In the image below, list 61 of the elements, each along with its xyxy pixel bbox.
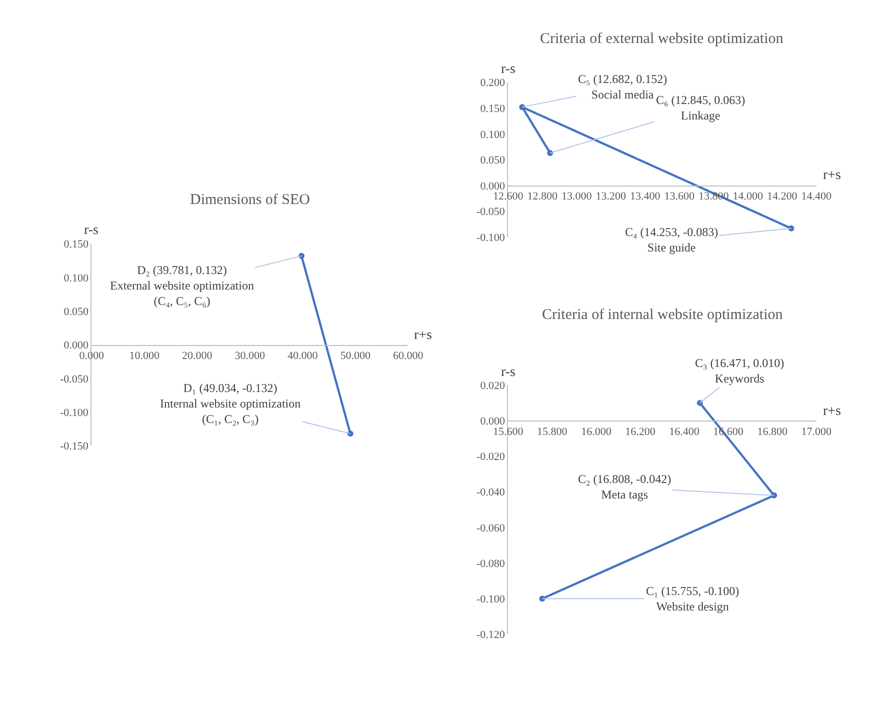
x-tick-label: 40.000 (288, 350, 318, 362)
x-tick-label: 15.800 (537, 426, 568, 438)
x-tick-label: 30.000 (234, 350, 266, 362)
x-tick-label: 13.200 (596, 190, 627, 203)
x-tick-label: 14.400 (801, 190, 832, 203)
y-tick-label: 0.050 (64, 306, 89, 318)
y-tick-label: 0.000 (64, 340, 89, 352)
y-tick-label: 0.100 (64, 272, 89, 284)
y-tick-label: -0.100 (476, 593, 506, 606)
y-axis-title: r-s (501, 62, 516, 77)
y-tick-label: -0.120 (476, 629, 506, 642)
annotation: C₄ (14.253, -0.083) Site guide (625, 225, 718, 255)
annotation: C₁ (15.755, -0.100) Website design (646, 584, 740, 614)
x-tick-label: 16.200 (625, 426, 656, 438)
y-axis-title: r-s (84, 223, 98, 238)
x-tick-label: 0.000 (79, 350, 105, 362)
x-tick-label: 13.400 (630, 190, 661, 203)
annotation: D₁ (49.034, -0.132) Internal website optimization (C₁, C₂, C₃) (160, 381, 301, 426)
y-tick-label: -0.100 (60, 406, 89, 419)
y-tick-label: 0.020 (480, 380, 506, 392)
x-tick-label: 17.000 (801, 426, 832, 438)
x-tick-label: 12.600 (493, 190, 524, 203)
x-axis-title: r+s (823, 168, 842, 183)
x-tick-label: 16.800 (757, 426, 788, 438)
x-tick-label: 60.000 (393, 350, 424, 362)
annotation: D₂ (39.781, 0.132) External website optimization (C₄, C₅, C₆) (110, 263, 254, 308)
x-axis-title: r+s (414, 328, 432, 343)
y-tick-label: -0.050 (476, 206, 506, 218)
point (547, 150, 554, 156)
x-tick-label: 10.000 (129, 350, 160, 362)
x-tick-label: 15.600 (493, 426, 524, 438)
x-axis-title: r+s (823, 404, 842, 419)
x-tick-label: 16.000 (581, 426, 612, 438)
chart-title: Dimensions of SEO (190, 192, 310, 208)
y-tick-label: 0.000 (480, 180, 506, 192)
y-tick-label: -0.150 (60, 440, 89, 453)
y-axis-title: r-s (501, 365, 516, 380)
y-tick-label: -0.050 (60, 373, 89, 386)
y-tick-label: 0.050 (480, 154, 506, 167)
x-tick-label: 13.600 (664, 190, 695, 203)
x-tick-label: 14.000 (732, 190, 764, 203)
y-tick-label: -0.040 (476, 486, 506, 499)
x-tick-label: 14.200 (766, 190, 798, 203)
annotation: C₂ (16.808, -0.042) Meta tags (578, 472, 672, 502)
y-tick-label: 0.200 (480, 77, 506, 90)
x-tick-label: 50.000 (340, 350, 372, 362)
y-tick-label: 0.000 (480, 416, 506, 428)
y-tick-label: -0.100 (476, 232, 506, 244)
x-tick-label: 12.800 (527, 190, 558, 203)
y-tick-label: -0.020 (476, 451, 506, 464)
x-tick-label: 13.000 (562, 190, 592, 203)
y-tick-label: 0.150 (64, 238, 89, 251)
chart-title: Criteria of internal website optimization (542, 307, 784, 323)
y-tick-label: -0.080 (476, 558, 506, 570)
chart-title: Criteria of external website optimization (540, 31, 784, 47)
y-tick-label: 0.100 (480, 128, 506, 141)
x-tick-label: 16.400 (669, 426, 700, 438)
annotation: C₃ (16.471, 0.010) Keywords (695, 356, 784, 386)
y-tick-label: 0.150 (480, 102, 506, 115)
y-tick-label: -0.060 (476, 522, 506, 534)
x-tick-label: 20.000 (182, 350, 213, 362)
